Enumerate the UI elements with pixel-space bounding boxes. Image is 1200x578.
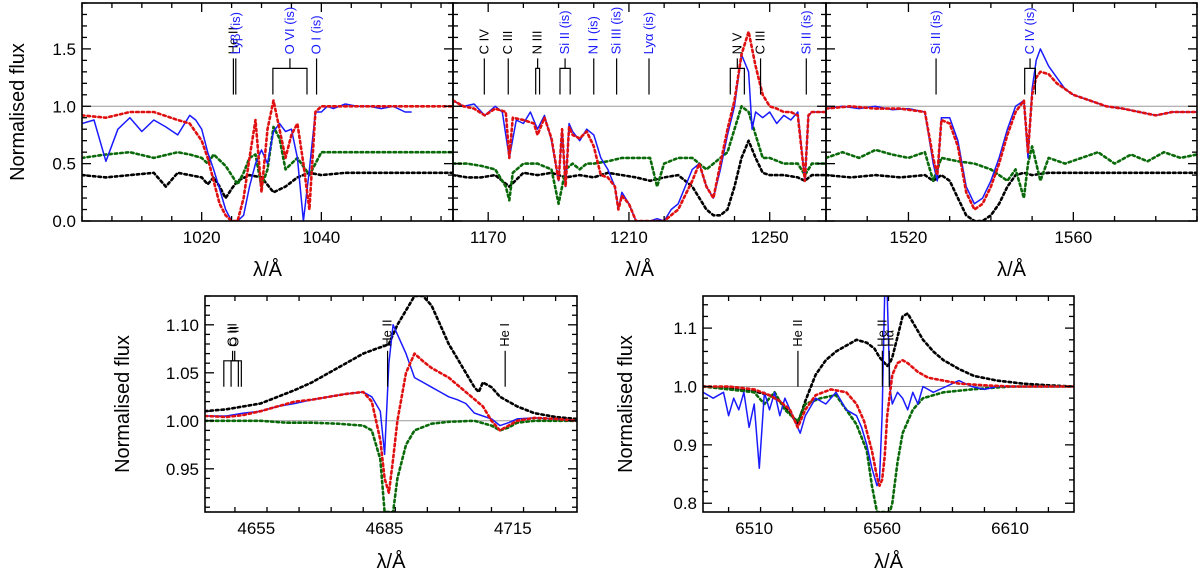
x-tick-label: 4685 xyxy=(366,519,404,538)
x-tick-label: 4715 xyxy=(494,519,532,538)
plot-frame xyxy=(204,295,578,513)
line-id-label: Lyβ (is) xyxy=(228,12,243,54)
series-line-star1 xyxy=(453,105,826,206)
series-group xyxy=(826,48,1197,221)
y-axis-title: Normalised flux xyxy=(7,43,29,181)
line-id-label: Si III (is) xyxy=(609,7,624,55)
line-id-label: N V xyxy=(729,32,744,54)
y-axis-title: Normalised flux xyxy=(615,335,637,473)
chart-panel-uv-2: 1170 1210 1250 λ/Å C IV C III N III Si II (is) N… xyxy=(452,2,827,281)
x-axis-title: λ/Å xyxy=(874,550,904,573)
y-tick-label: 1.5 xyxy=(52,40,76,59)
series-line-star2 xyxy=(205,296,577,421)
line-id-label: He I xyxy=(497,323,512,347)
line-id-label: O VI (is) xyxy=(282,7,297,55)
line-id-label: Si II (is) xyxy=(798,10,813,54)
line-id-label: Lyα (is) xyxy=(641,12,656,54)
line-id-label: N III xyxy=(530,31,545,55)
y-tick-label: 0.95 xyxy=(166,460,199,479)
y-tick-label: 1.05 xyxy=(166,364,199,383)
plot-frame xyxy=(825,2,1198,222)
y-tick-label: 0.8 xyxy=(673,494,697,513)
y-tick-label: 0.9 xyxy=(673,436,697,455)
line-id-label: C III xyxy=(500,31,515,55)
chart-panel-halpha: 6510 6560 6610 0.8 0.9 1.0 1.1 λ/Å Normalised fl… xyxy=(615,295,1075,573)
line-id-label: C IV (is) xyxy=(1022,7,1037,54)
series-line-star1 xyxy=(205,419,577,512)
y-tick-label: 1.0 xyxy=(673,377,697,396)
y-axis-title: Normalised flux xyxy=(112,335,134,473)
x-tick-label: 1040 xyxy=(302,228,340,247)
x-tick-label: 1520 xyxy=(890,228,928,247)
series-line-star2 xyxy=(82,171,453,200)
line-id-label: O I (is) xyxy=(309,15,324,54)
chart-panel-uv-3: 1520 1560 λ/Å Si II (is) C IV (is) xyxy=(825,2,1198,281)
series-line-total xyxy=(453,30,826,221)
line-id-label: He II xyxy=(790,319,805,346)
x-axis-title: λ/Å xyxy=(253,258,283,281)
line-id-label: He II xyxy=(380,319,395,346)
series-line-star2 xyxy=(453,139,826,217)
line-id-label: C III xyxy=(225,323,240,347)
x-tick-label: 1170 xyxy=(470,228,507,247)
y-tick-label: 0.5 xyxy=(52,155,76,174)
series-group xyxy=(205,296,577,512)
series-line-total xyxy=(826,70,1197,211)
line-id-label: O II xyxy=(227,326,242,347)
line-id-label: He II xyxy=(874,319,889,346)
y-tick-label: 1.00 xyxy=(166,412,199,431)
series-line-star2 xyxy=(826,171,1197,221)
x-tick-label: 1560 xyxy=(1054,228,1092,247)
line-id-label: Hα xyxy=(881,329,896,346)
line-id-label: C III xyxy=(753,31,768,55)
y-tick-label: 1.0 xyxy=(52,97,76,116)
line-id-label: He II xyxy=(225,27,240,54)
x-axis-title: λ/Å xyxy=(625,258,655,281)
chart-panel-heii-4686: 4655 4685 4715 0.95 1.00 1.05 1.10 λ/Å Normalise… xyxy=(112,295,578,573)
series-line-total xyxy=(703,358,1074,488)
line-id-label: C IV xyxy=(476,29,491,55)
series-line-star1 xyxy=(82,125,453,188)
line-id-label: Si II (is) xyxy=(557,10,572,54)
series-group xyxy=(82,99,453,221)
line-id-label: Si II (is) xyxy=(928,10,943,54)
series-line-observed xyxy=(453,53,826,221)
series-line-total xyxy=(82,99,453,221)
chart-panels: 1020 1040 0.0 0.5 1.0 1.5 λ/Å Normalised flux He… xyxy=(7,2,1198,573)
y-tick-label: 1.1 xyxy=(673,319,697,338)
series-group xyxy=(703,296,1074,512)
y-tick-label: 1.10 xyxy=(166,316,199,335)
series-line-observed xyxy=(82,103,412,221)
x-tick-label: 1210 xyxy=(610,228,648,247)
series-group xyxy=(453,30,826,221)
series-line-observed xyxy=(205,324,577,456)
series-line-star1 xyxy=(826,145,1197,200)
x-axis-title: λ/Å xyxy=(377,550,407,573)
series-line-total xyxy=(205,352,577,495)
x-tick-label: 6610 xyxy=(991,519,1029,538)
line-id-label: N I (is) xyxy=(586,16,601,54)
x-tick-label: 1250 xyxy=(751,228,789,247)
x-tick-label: 4655 xyxy=(237,519,275,538)
y-tick-label: 0.0 xyxy=(52,212,76,231)
x-tick-label: 6510 xyxy=(735,519,773,538)
x-tick-label: 1020 xyxy=(183,228,221,247)
x-tick-label: 6560 xyxy=(863,519,901,538)
x-axis-title: λ/Å xyxy=(997,258,1027,281)
